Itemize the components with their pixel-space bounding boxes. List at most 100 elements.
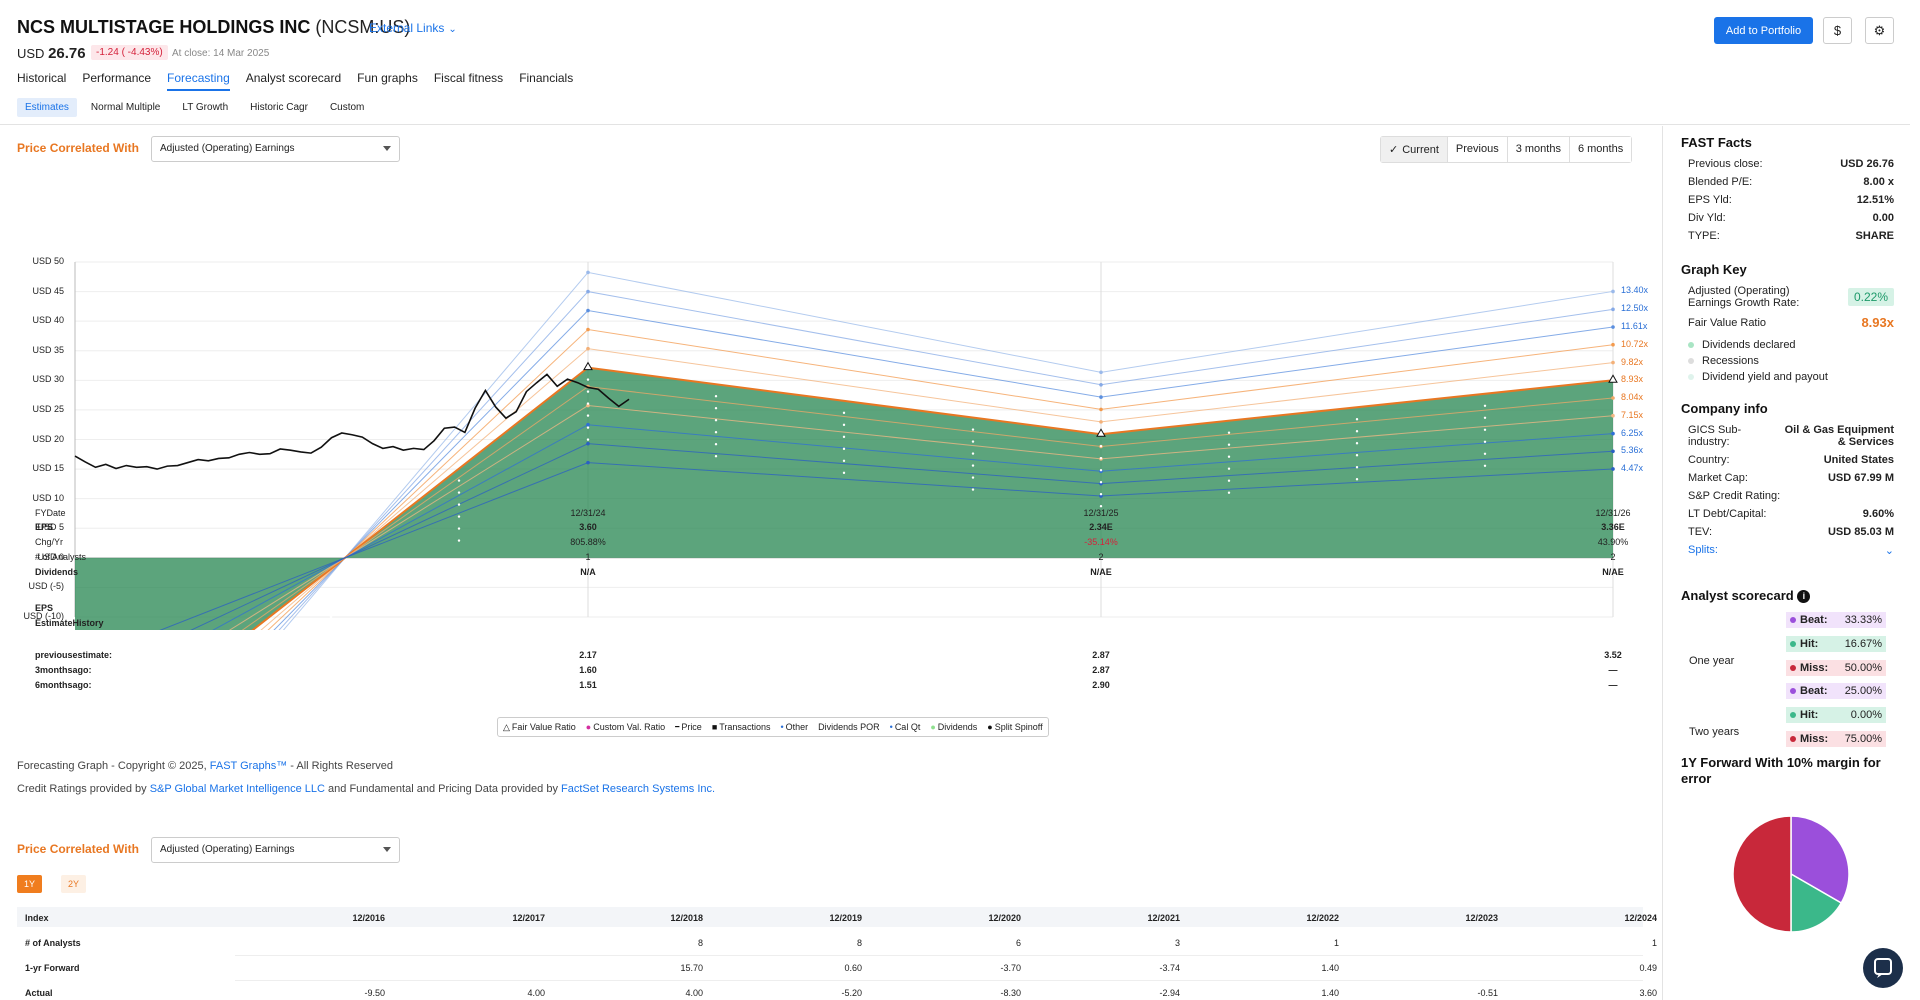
sp-global-link[interactable]: S&P Global Market Intelligence LLC (149, 783, 325, 795)
subtab-historic-cagr[interactable]: Historic Cagr (250, 102, 308, 113)
legend-item[interactable]: △ Fair Value Ratio (503, 722, 576, 733)
circle-icon: ● (987, 722, 993, 732)
pie-slice (1790, 872, 1843, 933)
tab-fun-graphs[interactable]: Fun graphs (357, 71, 418, 85)
legend-item[interactable]: ■ Transactions (712, 722, 771, 732)
multiple-point (1611, 467, 1615, 471)
tab-performance[interactable]: Performance (82, 71, 152, 85)
legend-label: Price (681, 722, 702, 732)
table-earnings-select-value: Adjusted (Operating) Earnings (160, 844, 295, 855)
multiple-label: 12.50x (1621, 303, 1649, 314)
info-icon[interactable]: i (1797, 590, 1811, 604)
multiple-point (1611, 431, 1615, 436)
multiple-point (1611, 342, 1615, 347)
chat-button[interactable] (1863, 948, 1903, 988)
table-cell: 1.40 (1321, 963, 1339, 973)
earnings-select[interactable]: Adjusted (Operating) Earnings (151, 136, 400, 162)
copyright-line: Forecasting Graph - Copyright © 2025, FA… (17, 760, 393, 772)
period-3-months[interactable]: 3 months (1507, 137, 1570, 162)
table-cell: -9.50 (364, 988, 385, 998)
company-info-value: USD 85.03 M (1827, 526, 1894, 538)
fastgraphs-link[interactable]: FAST Graphs™ (209, 760, 288, 772)
subtab-lt-growth[interactable]: LT Growth (182, 102, 229, 113)
tab-financials[interactable]: Financials (519, 71, 574, 85)
add-to-portfolio-button[interactable]: Add to Portfolio (1714, 17, 1813, 44)
legend-label: Transactions (719, 722, 771, 732)
subtab-estimates[interactable]: Estimates (17, 98, 77, 117)
legend-item[interactable]: ● Dividends (930, 722, 977, 732)
table-row-label: Actual (25, 988, 53, 998)
close-date: At close: 14 Mar 2025 (172, 48, 270, 59)
multiple-label: 6.25x (1621, 427, 1644, 438)
estimate-row-value: 3.36E (1601, 522, 1625, 532)
tab-forecasting[interactable]: Forecasting (167, 71, 230, 91)
multiple-line (251, 366, 1614, 630)
company-info-list: Country: United States Market Cap: USD 67.9… (1681, 451, 1920, 541)
quarter-dot (1355, 478, 1359, 481)
legend-item[interactable]: • Other (780, 722, 808, 732)
legend-item[interactable]: ━ Price (675, 722, 702, 732)
table-cell: -3.70 (1000, 963, 1021, 973)
multiple-line (267, 328, 1614, 630)
fast-fact-row: Previous close: USD 26.76 (1681, 155, 1901, 173)
price-line (74, 373, 630, 470)
company-info-row: S&P Credit Rating: (1681, 487, 1901, 505)
legend-item[interactable]: ● Split Spinoff (987, 722, 1042, 732)
multiple-line (241, 386, 1614, 630)
table-earnings-select[interactable]: Adjusted (Operating) Earnings (151, 837, 400, 863)
tab-analyst-scorecard[interactable]: Analyst scorecard (245, 71, 342, 85)
multiple-point (1611, 413, 1615, 418)
scorecard-key: Hit: (1800, 638, 1819, 651)
multiple-line (159, 462, 1614, 630)
currency-button[interactable]: $ (1823, 17, 1852, 44)
subtab-normal-multiple[interactable]: Normal Multiple (90, 102, 161, 113)
table-cell: -3.74 (1159, 963, 1180, 973)
triangle-icon: △ (503, 721, 510, 732)
legend-label: Split Spinoff (994, 722, 1043, 732)
table-header-cell: 12/2023 (1465, 913, 1498, 923)
history-row-label: 6monthsago: (35, 680, 92, 690)
period-current[interactable]: ✓ Current (1381, 137, 1448, 162)
legend-item[interactable]: ● Custom Val. Ratio (586, 722, 665, 732)
gear-icon[interactable]: ⚙ (1865, 17, 1894, 44)
x-tick-label: 12/31/26 (1595, 508, 1631, 518)
year-button-1y[interactable]: 1Y (17, 875, 43, 893)
scorecard-bar: Miss: 50.00% (1786, 660, 1886, 677)
quarter-dot (329, 579, 333, 582)
period-6-months[interactable]: 6 months (1569, 137, 1632, 162)
header: NCS MULTISTAGE HOLDINGS INC (NCSM:US) Ex… (0, 0, 1910, 125)
quarter-dot (714, 455, 718, 458)
period-previous[interactable]: Previous (1447, 137, 1508, 162)
external-links-dropdown[interactable]: External Links ⌄ (369, 21, 457, 35)
price-correlated-label: Price Correlated With (17, 141, 139, 155)
quarter-dot (457, 503, 461, 506)
company-info-label: LT Debt/Capital: (1688, 508, 1767, 520)
table-cell: 8 (856, 938, 862, 948)
history-row-value: 2.90 (1092, 680, 1110, 690)
sidebar: FAST Facts Previous close: USD 26.76 Blend… (1662, 126, 1920, 1000)
quarter-dot (586, 390, 590, 393)
estimate-row-value: -35.14% (1084, 537, 1118, 547)
year-button-2y[interactable]: 2Y (61, 875, 87, 893)
legend-item[interactable]: • Cal Qt (890, 722, 921, 732)
splits-link[interactable]: Splits: (1688, 544, 1718, 556)
legend-item[interactable]: Dividends POR (818, 722, 880, 732)
table-header-cell: 12/2016 (352, 913, 385, 923)
chevron-down-icon[interactable]: ⌄ (1884, 545, 1894, 557)
quarter-dot (586, 426, 590, 429)
splits-row[interactable]: Splits: ⌄ (1681, 541, 1901, 560)
dot-icon: • (780, 722, 784, 732)
legend-label: Fair Value Ratio (511, 722, 576, 732)
company-info-row: LT Debt/Capital: 9.60% (1681, 505, 1901, 523)
growth-value: 0.22% (1847, 288, 1894, 306)
y-tick-label: USD 10 (32, 492, 64, 503)
estimate-history-label: EstimateHistory (35, 618, 104, 628)
table-row-divider (235, 955, 1643, 956)
history-row-value: 1.60 (579, 665, 597, 675)
factset-link[interactable]: FactSet Research Systems Inc. (561, 783, 716, 795)
quarter-dot (329, 615, 333, 618)
estimate-row-value: 2 (1098, 552, 1104, 562)
subtab-custom[interactable]: Custom (329, 102, 365, 113)
tab-historical[interactable]: Historical (17, 71, 67, 85)
tab-fiscal-fitness[interactable]: Fiscal fitness (433, 71, 504, 85)
